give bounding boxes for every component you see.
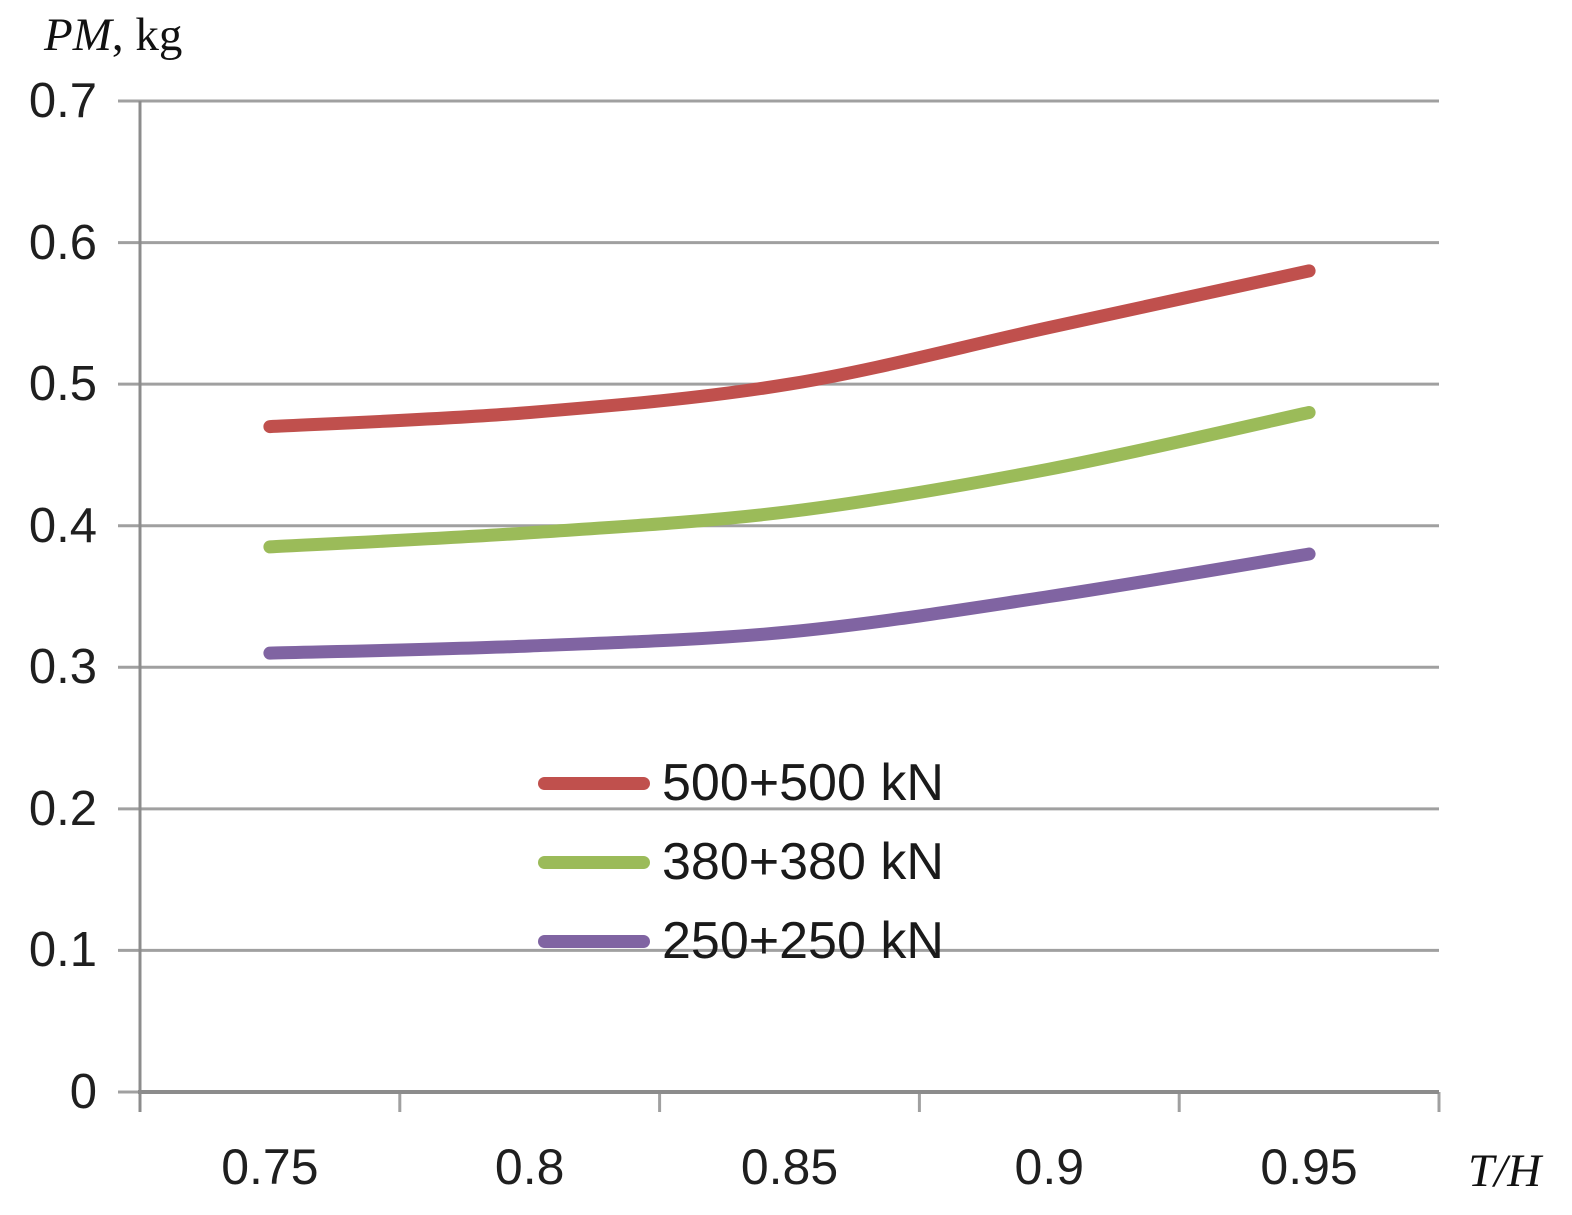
y-tick-label: 0.3 bbox=[28, 640, 97, 695]
legend-swatch-line-icon bbox=[538, 855, 650, 869]
legend-item: 250+250 kN bbox=[538, 906, 944, 976]
series-line-1 bbox=[263, 406, 1316, 554]
legend-swatch-line-icon bbox=[538, 776, 650, 790]
y-tick-label: 0.2 bbox=[28, 781, 97, 836]
legend-swatch-line-icon bbox=[538, 934, 650, 948]
x-tick-label: 0.9 bbox=[1014, 1139, 1085, 1195]
y-tick-label: 0.4 bbox=[28, 498, 97, 553]
legend-label: 500+500 kN bbox=[662, 754, 944, 812]
series-line-2 bbox=[263, 547, 1316, 660]
legend-item: 380+380 kN bbox=[538, 827, 944, 897]
y-tick-label: 0.5 bbox=[28, 357, 97, 412]
x-tick-label: 0.85 bbox=[740, 1139, 839, 1195]
legend-item: 500+500 kN bbox=[538, 748, 944, 818]
y-tick-label: 0.7 bbox=[28, 74, 97, 128]
y-axis-title: PM, kg bbox=[44, 12, 182, 59]
x-tick-label: 0.75 bbox=[221, 1139, 319, 1195]
series-line-0 bbox=[263, 264, 1316, 434]
legend-label: 250+250 kN bbox=[662, 912, 944, 970]
x-tick-label: 0.95 bbox=[1260, 1139, 1358, 1195]
y-tick-label: 0 bbox=[69, 1065, 97, 1119]
y-tick-label: 0.1 bbox=[28, 923, 97, 978]
x-axis-title: T/H bbox=[1468, 1145, 1542, 1197]
x-tick-label: 0.8 bbox=[494, 1139, 565, 1195]
y-axis-title-unit: , kg bbox=[111, 9, 183, 61]
y-tick-label: 0.6 bbox=[28, 215, 97, 270]
y-axis-title-symbol: PM bbox=[44, 9, 112, 61]
legend-label: 380+380 kN bbox=[662, 833, 944, 891]
